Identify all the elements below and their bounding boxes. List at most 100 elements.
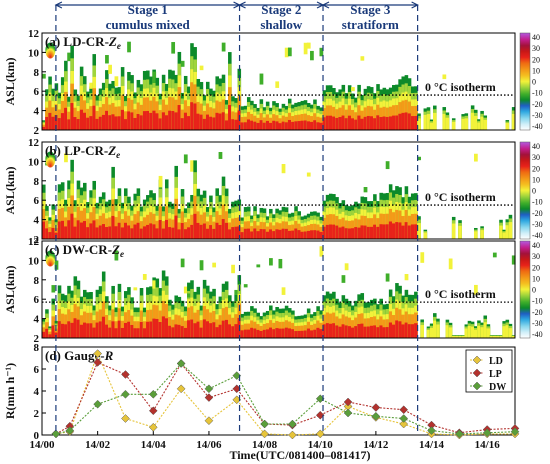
echo-cell [180,326,185,338]
echo-cell [215,222,219,239]
echo-cell [183,286,188,294]
echo-cell [180,223,185,239]
echo-cell [224,120,229,130]
echo-cell [316,230,320,239]
echo-cell [193,103,197,130]
echo-cell [278,258,283,269]
echo-cell [351,228,355,239]
y-tick-label: 8 [34,176,40,188]
data-point [371,411,381,421]
echo-cell [101,114,106,130]
echo-cell [42,221,46,239]
echo-cell [281,163,286,174]
echo-cell [417,156,421,161]
data-point [427,426,436,435]
echo-cell [73,226,78,239]
echo-cell [325,224,330,239]
echo-cell [199,224,204,239]
echo-cell [332,323,336,338]
echo-cell [347,228,352,239]
echo-cell [284,228,289,239]
colorbar-tick-label: 30 [532,153,540,162]
x-tick-label: 14/02 [85,439,111,451]
echo-cell [130,324,134,338]
echo-cell [70,103,74,130]
echo-cell [212,117,216,130]
data-point [399,414,409,423]
echo-cell [127,225,131,239]
data-point [510,427,520,437]
echo-cell [344,325,349,338]
echo-cell [196,321,201,338]
echo-cell [376,327,380,338]
echo-cell [180,118,185,130]
echo-cell [164,115,169,130]
echo-cell [183,112,188,130]
colorbar-tick-label: 30 [532,252,540,261]
echo-cell [414,116,418,130]
echo-cell [385,327,390,338]
data-point [204,393,214,402]
echo-cell [133,117,137,130]
echo-cell [376,115,380,130]
echo-cell [332,116,336,130]
echo-cell [319,122,324,130]
echo-cell [60,113,65,130]
echo-cell [174,112,178,130]
echo-cell [477,122,481,130]
echo-cell [105,324,109,338]
data-point [176,359,186,368]
echo-cell [183,154,188,164]
echo-cell [177,105,182,130]
echo-cell [489,335,494,338]
echo-cell [224,319,229,338]
legend-label: LD [489,356,503,367]
data-point [343,397,353,407]
echo-cell [202,118,207,130]
echo-cell [316,122,320,130]
echo-cell [392,115,396,130]
echo-cell [221,112,226,130]
echo-cell [275,121,279,130]
echo-cell [505,225,510,239]
echo-cell [187,116,191,130]
colorbar-tick-label: -20 [532,100,543,109]
echo-cell [180,258,185,268]
y-tick-label: 10 [28,47,40,59]
echo-cell [231,326,235,338]
echo-cell [486,328,491,338]
colorbar-tick-label: 40 [532,33,540,42]
echo-cell [511,113,516,130]
echo-cell [392,223,396,239]
echo-cell [73,318,78,338]
echo-cell [95,322,100,338]
echo-cell [231,227,235,239]
echo-cell [123,119,128,130]
echo-cell [183,327,188,338]
echo-cell [152,71,157,83]
echo-cell [164,318,169,338]
echo-cell [316,327,320,338]
stage-dividers [55,5,419,435]
series-line [55,352,515,436]
echo-cell [278,229,283,239]
echo-cell [221,219,226,239]
echo-cell [42,331,46,338]
isotherm-label: 0 °C isotherm [425,287,496,301]
echo-cell [508,328,513,338]
echo-cell [45,228,49,239]
echo-cell [417,118,421,130]
echo-cell [464,328,469,338]
y-tick-label: 4 [34,215,40,227]
colorbar-tick-label: 40 [532,142,540,151]
echo-cell [338,227,342,239]
echo-cell [467,326,472,338]
echo-cell [142,274,147,280]
echo-cell [341,275,346,283]
echo-cell [114,250,119,261]
echo-cell [385,224,390,239]
echo-cell [95,227,100,239]
echo-cell [171,110,175,130]
echo-cell [272,120,276,130]
